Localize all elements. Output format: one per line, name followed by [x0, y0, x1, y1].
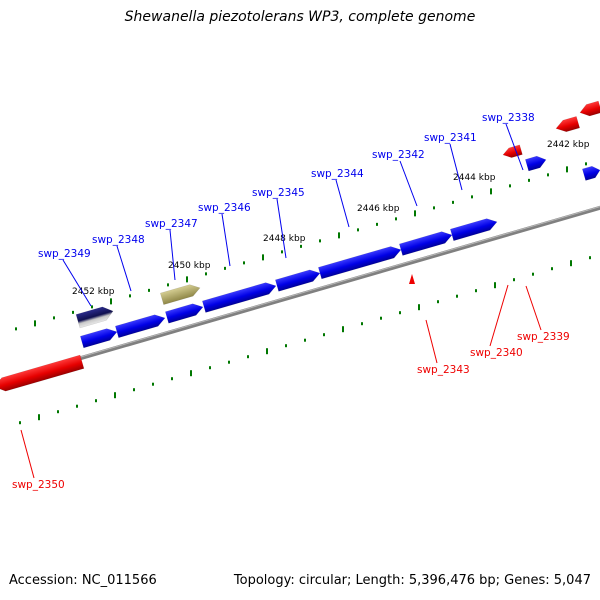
forward-leader-line — [335, 179, 350, 228]
gene-swp-2350 — [0, 354, 85, 392]
gene-swp-2349-shape — [80, 328, 118, 349]
forward-gene-label: swp_2346 — [198, 202, 251, 214]
gene-swp-2347-shape — [165, 303, 204, 324]
backbone-highlight — [0, 206, 600, 381]
scale-label: 2452 kbp — [72, 287, 115, 297]
reverse-gene-label: swp_2343 — [417, 364, 470, 376]
gene-swp-2345-shape — [275, 269, 321, 292]
gene-swp-2337-shape — [582, 165, 600, 181]
gene-swp-2339 — [555, 116, 580, 133]
gene-highlighted — [160, 284, 201, 305]
label-leader-lines — [20, 123, 542, 479]
reverse-gene-label: swp_2339 — [517, 331, 570, 343]
scale-label: 2446 kbp — [357, 204, 400, 214]
genome-summary-text: Topology: circular; Length: 5,396,476 bp… — [233, 573, 591, 588]
reverse-gene-label: swp_2350 — [12, 479, 65, 491]
gene-swp-2342-shape — [399, 231, 453, 256]
forward-gene-label: swp_2338 — [482, 112, 535, 124]
reverse-leader-line — [425, 319, 438, 364]
reverse-gene-label: swp_2340 — [470, 347, 523, 359]
scale-label: 2444 kbp — [453, 173, 496, 183]
scale-ticks-forward — [15, 162, 587, 331]
gene-swp-2343 — [409, 274, 415, 284]
scale-labels: 2442 kbp 2444 kbp 2446 kbp 2448 kbp 2450 kbp… — [72, 140, 590, 297]
forward-leader-line — [116, 245, 132, 292]
reverse-leader-line — [489, 284, 509, 347]
gene-swp-2336 — [579, 100, 600, 117]
gene-swp-2338-shape — [525, 155, 547, 172]
forward-leader-line — [449, 143, 463, 191]
gene-swp-2337 — [582, 165, 600, 181]
accession-text: Accession: NC_011566 — [9, 573, 157, 588]
forward-gene-label: swp_2348 — [92, 234, 145, 246]
reverse-leader-line — [525, 285, 542, 331]
forward-leader-line — [276, 198, 287, 259]
scale-label: 2442 kbp — [547, 140, 590, 150]
scale-label: 2448 kbp — [263, 234, 306, 244]
forward-gene-label: swp_2347 — [145, 218, 198, 230]
gene-swp-2340-shape — [502, 144, 523, 158]
gene-swp-2340 — [502, 144, 523, 158]
forward-leader-line — [169, 229, 176, 281]
gene-highlighted-shape — [160, 284, 201, 305]
backbone-line — [0, 205, 600, 384]
forward-gene-labels: swp_2338 swp_2341 swp_2342 swp_2344 swp_2345… — [38, 112, 535, 260]
forward-gene-label: swp_2345 — [252, 187, 305, 199]
gene-swp-2344 — [318, 246, 402, 280]
forward-leader-line — [221, 213, 231, 267]
gene-swp-2345 — [275, 269, 321, 292]
gene-swp-2349 — [80, 328, 118, 349]
gene-swp-2341 — [450, 218, 498, 242]
forward-leader-line — [505, 123, 524, 171]
gene-swp-2339-shape — [555, 116, 580, 133]
forward-gene-label: swp_2341 — [424, 132, 477, 144]
gene-swp-2347 — [165, 303, 204, 324]
gene-swp-2348 — [115, 314, 166, 339]
gene-swp-2338 — [525, 155, 547, 172]
gene-swp-2350-shape — [0, 354, 85, 392]
forward-leader-line — [399, 160, 418, 207]
scale-ticks-reverse — [19, 256, 591, 425]
scale-label: 2450 kbp — [168, 261, 211, 271]
gene-swp-2341-shape — [450, 218, 498, 242]
gene-swp-2344-shape — [318, 246, 402, 280]
gene-swp-2346-shape — [202, 282, 277, 313]
forward-gene-label: swp_2349 — [38, 248, 91, 260]
gene-track — [0, 100, 600, 392]
gene-swp-2349-alt — [75, 306, 114, 329]
forward-gene-label: swp_2344 — [311, 168, 364, 180]
forward-gene-label: swp_2342 — [372, 149, 425, 161]
genome-title: Shewanella piezotolerans WP3, complete g… — [124, 9, 476, 25]
forward-leader-line — [62, 259, 92, 307]
gene-swp-2349-alt-shape — [75, 306, 114, 329]
gene-swp-2342 — [399, 231, 453, 256]
gene-swp-2336-shape — [579, 100, 600, 117]
gene-swp-2346 — [202, 282, 277, 313]
reverse-leader-line — [20, 429, 35, 479]
gene-swp-2348-shape — [115, 314, 166, 339]
genome-backbone — [0, 205, 600, 384]
